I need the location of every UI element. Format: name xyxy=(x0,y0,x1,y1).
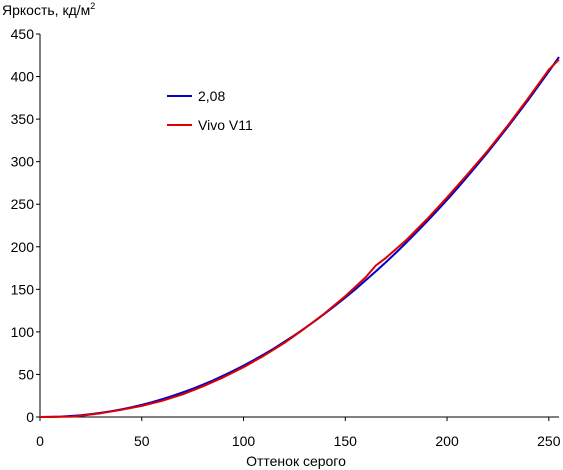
axes: 0 50 100 150 200 250 300 350 400 450 0 50 100 150 200 2… xyxy=(11,26,561,449)
legend-label: 2,08 xyxy=(198,88,225,104)
x-axis-label: Оттенок серого xyxy=(246,453,346,469)
y-axis-label-superscript: 2 xyxy=(90,1,95,11)
y-tick-label: 50 xyxy=(18,366,34,382)
legend-label: Vivo V11 xyxy=(198,117,253,133)
legend: 2,08 Vivo V11 xyxy=(167,88,253,133)
x-tick-label: 200 xyxy=(435,433,459,449)
x-tick-label: 250 xyxy=(537,433,561,449)
series-line xyxy=(39,56,560,418)
x-tick-label: 100 xyxy=(232,433,256,449)
y-tick-label: 300 xyxy=(11,154,35,170)
y-axis-label: Яркость, кд/м2 xyxy=(2,1,95,18)
x-tick-label: 50 xyxy=(134,433,150,449)
x-tick-label: 150 xyxy=(334,433,358,449)
y-tick-label: 150 xyxy=(11,281,35,297)
y-tick-label: 400 xyxy=(11,69,35,85)
y-tick-label: 0 xyxy=(26,409,34,425)
x-tick-label: 0 xyxy=(36,433,44,449)
series-line xyxy=(39,58,560,418)
series-group xyxy=(39,56,560,418)
y-tick-label: 200 xyxy=(11,239,35,255)
y-tick-label: 450 xyxy=(11,26,35,42)
y-tick-label: 350 xyxy=(11,111,35,127)
y-axis-label-text: Яркость, кд/м xyxy=(2,2,90,18)
y-tick-label: 100 xyxy=(11,324,35,340)
y-tick-label: 250 xyxy=(11,196,35,212)
